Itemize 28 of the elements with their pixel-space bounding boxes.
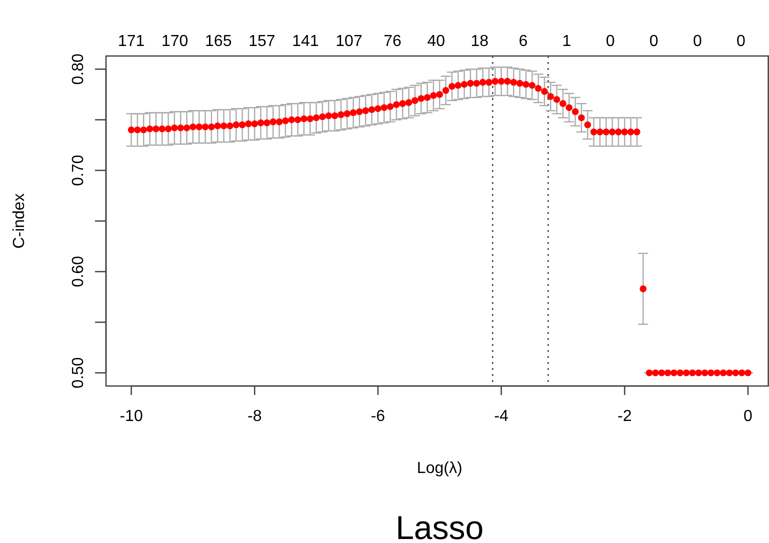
- y-tick-label: 0.70: [70, 154, 87, 186]
- text: 0: [736, 33, 746, 50]
- y-tick-label: 0.50: [70, 357, 87, 388]
- text: 0: [606, 33, 615, 50]
- text: 76: [384, 33, 402, 50]
- y-tick-label: 0.80: [70, 53, 87, 85]
- text: 0: [692, 33, 702, 50]
- x-tick-label: -10: [120, 408, 143, 425]
- x-tick-label: -2: [618, 408, 632, 425]
- x-tick-label: -4: [494, 408, 508, 425]
- y-axis-title: C-index: [11, 193, 28, 249]
- x-tick-label: -8: [248, 408, 262, 425]
- text: 171: [118, 33, 145, 50]
- x-axis-title: Log(λ): [416, 460, 462, 477]
- x-tick-label: 0: [743, 408, 752, 425]
- text: 157: [248, 33, 276, 50]
- text: 1: [562, 33, 572, 50]
- text: 0: [649, 33, 658, 50]
- y-tick-label: 0.60: [70, 256, 87, 288]
- text: 165: [205, 33, 232, 50]
- text: Lasso: [396, 509, 484, 543]
- text: 107: [336, 33, 362, 50]
- text: 141: [292, 33, 319, 50]
- text: 18: [470, 33, 489, 50]
- x-tick-label: -6: [370, 408, 386, 425]
- text: 6: [518, 33, 528, 50]
- text: 40: [427, 33, 446, 50]
- text: 170: [161, 33, 188, 50]
